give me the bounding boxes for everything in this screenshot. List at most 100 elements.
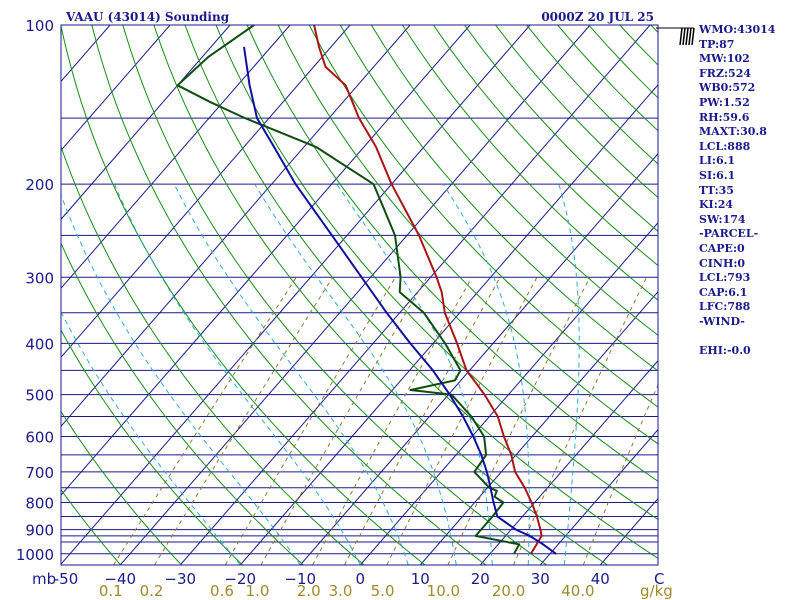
sounding-index: LCL:793 (699, 271, 751, 285)
mixing-ratio-tick-label: 1.0 (246, 582, 270, 600)
mixing-ratio-tick-label: 0.6 (210, 582, 234, 600)
dewpoint-profile (176, 25, 521, 555)
dry-adiabat-line (401, 25, 658, 301)
mixing-ratio-line (224, 277, 396, 565)
mixing-ratio-tick-label: 40.0 (561, 582, 594, 600)
dry-adiabat-line (246, 25, 658, 482)
mixing-ratio-line (344, 277, 501, 565)
sounding-index: KI:24 (699, 198, 734, 212)
pressure-tick-label: 900 (25, 522, 54, 540)
temperature-tick-label: −40 (104, 570, 136, 588)
mixing-ratio-tick-label: 20.0 (492, 582, 525, 600)
sounding-index: RH:59.6 (699, 110, 750, 124)
sounding-index (699, 329, 799, 344)
pressure-axis-labels: 100 200 300 400 500 600 700 800 900 1000 (16, 17, 54, 564)
isotherm-line (61, 25, 171, 152)
dry-adiabat-line (370, 25, 658, 336)
sounding-index: TP:87 (699, 37, 735, 51)
dry-adiabat-line (153, 25, 608, 565)
mixing-ratio-tick-label: 5.0 (371, 582, 395, 600)
sounding-index: -WIND- (699, 314, 745, 328)
temperature-tick-label: 10 (411, 570, 430, 588)
isotherm-line (419, 290, 658, 565)
pressure-tick-label: 200 (25, 176, 54, 194)
isotherm-line (61, 25, 291, 290)
moist-adiabat-line (558, 184, 580, 565)
dry-adiabat-line (91, 25, 487, 565)
dry-adiabat-line (184, 25, 658, 559)
plot-frame (60, 24, 659, 566)
mixing-ratio-lines (113, 277, 658, 565)
moist-adiabat-line (442, 183, 530, 565)
wind-barb-flag (682, 27, 686, 46)
moist-adiabat-line (114, 183, 361, 565)
sounding-index: FRZ:524 (699, 66, 752, 80)
temperature-tick-label: 40 (591, 570, 610, 588)
isotherm-line (239, 84, 658, 565)
dry-adiabat-line (122, 25, 547, 565)
mixing-ratio-line (312, 277, 473, 565)
mixing-ratio-line (154, 277, 334, 565)
sounding-time: 0000Z 20 JUL 25 (541, 10, 654, 24)
mixing-ratio-line (447, 277, 591, 565)
mixing-ratio-tick-label: 2.0 (297, 582, 321, 600)
temperature-profile (313, 25, 543, 555)
mixing-ratio-line (113, 277, 297, 565)
mixing-ratio-tick-label: 3.0 (329, 582, 353, 600)
dry-adiabat-line (339, 25, 658, 372)
sounding-index: CAPE:0 (699, 241, 745, 255)
pressure-tick-label: 400 (25, 335, 54, 353)
temperature-unit: C (654, 570, 664, 588)
wind-barb-icon (656, 27, 695, 46)
sounding-index: SI:6.1 (699, 168, 736, 182)
mixing-ratio-labels: 0.1 0.2 0.6 1.0 2.0 3.0 5.0 10.0 20.0 40.0 (99, 582, 595, 600)
sounding-index: TT:35 (699, 183, 734, 197)
temperature-tick-label: −30 (164, 570, 196, 588)
dry-adiabat-line (61, 410, 182, 565)
dry-adiabat-line (61, 242, 304, 565)
sounding-index: SW:174 (699, 212, 746, 226)
dry-adiabat-line (215, 25, 658, 521)
sounding-profiles (176, 25, 557, 555)
temperature-tick-label: 30 (531, 570, 550, 588)
pressure-tick-label: 500 (25, 387, 54, 405)
sounding-indices-panel: WMO:43014 TP:87 MW:102 FRZ:524 WB0:572 PW:1.5… (699, 23, 799, 359)
pressure-tick-label: 100 (25, 17, 54, 35)
wind-barb-flag (685, 27, 689, 46)
isotherm-line (119, 25, 591, 565)
mixing-ratio-tick-label: 10.0 (427, 582, 460, 600)
station-title: VAAU (43014) Sounding (65, 10, 230, 24)
temperature-tick-label: 0 (355, 570, 365, 588)
dry-adiabat-line (432, 25, 658, 267)
moist-adiabat-line (61, 193, 301, 565)
sounding-index: MW:102 (699, 52, 750, 66)
wind-barb-flag (679, 27, 683, 46)
pressure-tick-label: 800 (25, 495, 54, 513)
mixing-ratio-tick-label: 0.1 (99, 582, 123, 600)
wind-barb-flag (691, 27, 695, 46)
temperature-tick-label: −20 (224, 570, 256, 588)
isotherm-line (359, 221, 658, 565)
isotherm-line (479, 359, 658, 565)
mixing-ratio-unit: g/kg (640, 582, 673, 600)
mixing-ratio-line (386, 277, 538, 565)
parcel-profile (243, 46, 557, 555)
sounding-index: WMO:43014 (699, 23, 776, 36)
dry-adiabat-line (308, 25, 658, 408)
isotherm-line (61, 25, 531, 565)
temperature-axis-labels: -50 −40 −30 −20 −10 0 10 20 30 40 (54, 570, 610, 588)
sounding-index: LFC:788 (699, 300, 751, 314)
temperature-tick-label: -50 (54, 570, 79, 588)
pressure-tick-label: 600 (25, 428, 54, 446)
temperature-tick-label: 20 (471, 570, 490, 588)
dry-adiabat-line (61, 488, 122, 565)
temperature-tick-label: −10 (284, 570, 316, 588)
pressure-tick-label: 1000 (16, 546, 54, 564)
isotherm-line (61, 25, 231, 221)
sounding-index: PW:1.52 (699, 95, 750, 109)
dry-adiabat-line (277, 25, 658, 445)
pressure-unit: mb (32, 570, 56, 588)
sounding-index: CAP:6.1 (699, 285, 748, 299)
sounding-index: EHI:-0.0 (699, 344, 751, 358)
